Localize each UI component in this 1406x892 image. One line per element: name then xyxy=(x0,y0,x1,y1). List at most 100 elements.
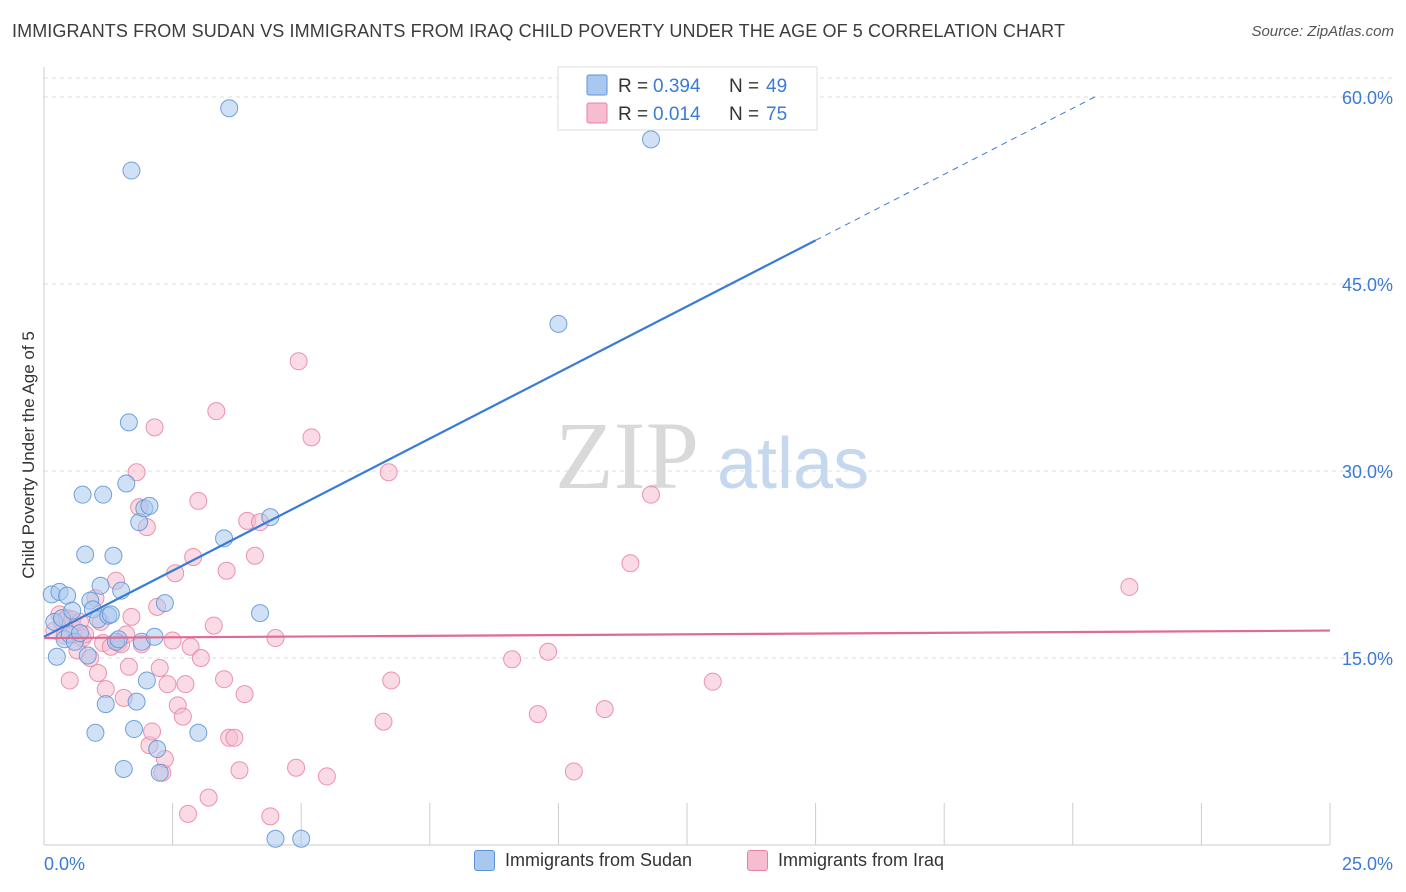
iraq-point[interactable] xyxy=(225,728,244,747)
iraq-point[interactable] xyxy=(189,491,208,510)
iraq-point[interactable] xyxy=(289,352,308,371)
iraq-point[interactable] xyxy=(703,672,722,691)
iraq-point[interactable] xyxy=(89,663,108,682)
sudan-point[interactable] xyxy=(140,496,159,515)
iraq-point[interactable] xyxy=(158,675,177,694)
iraq-point[interactable] xyxy=(230,761,249,780)
iraq-point[interactable] xyxy=(564,762,583,781)
sudan-point[interactable] xyxy=(94,485,113,504)
iraq-point[interactable] xyxy=(503,650,522,669)
legend-swatch-iraq xyxy=(586,102,608,124)
legend-item-iraq[interactable]: Immigrants from Iraq xyxy=(747,850,944,871)
iraq-point[interactable] xyxy=(528,705,547,724)
legend-item-sudan[interactable]: Immigrants from Sudan xyxy=(474,850,692,871)
sudan-point[interactable] xyxy=(641,130,660,149)
iraq-point[interactable] xyxy=(317,767,336,786)
iraq-point[interactable] xyxy=(163,631,182,650)
sudan-point[interactable] xyxy=(86,723,105,742)
sudan-point[interactable] xyxy=(71,624,90,643)
iraq-point[interactable] xyxy=(176,675,195,694)
sudan-point[interactable] xyxy=(125,720,144,739)
sudan-point[interactable] xyxy=(104,546,123,565)
axis-layer xyxy=(43,67,1331,846)
sudan-point[interactable] xyxy=(76,545,95,564)
sudan-point[interactable] xyxy=(127,692,146,711)
sudan-point[interactable] xyxy=(122,161,141,180)
sudan-point[interactable] xyxy=(78,646,97,665)
legend-iraq-r-label: R = xyxy=(618,104,648,125)
sudan-point[interactable] xyxy=(150,763,169,782)
iraq-point[interactable] xyxy=(217,561,236,580)
iraq-point[interactable] xyxy=(302,428,321,447)
sudan-point[interactable] xyxy=(549,314,568,333)
sudan-point[interactable] xyxy=(96,695,115,714)
iraq-point[interactable] xyxy=(199,788,218,807)
legend-swatch-sudan-bottom xyxy=(474,850,495,871)
sudan-point[interactable] xyxy=(220,99,239,118)
iraq-point[interactable] xyxy=(150,658,169,677)
y-axis-label: Child Poverty Under the Age of 5 xyxy=(19,331,38,579)
iraq-point[interactable] xyxy=(122,607,141,626)
sudan-point[interactable] xyxy=(109,630,128,649)
iraq-point[interactable] xyxy=(191,649,210,667)
iraq-point[interactable] xyxy=(379,463,398,482)
iraq-point[interactable] xyxy=(179,804,198,823)
y-tick-label: 30.0% xyxy=(1342,462,1393,482)
sudan-point[interactable] xyxy=(155,594,174,613)
sudan-point[interactable] xyxy=(114,759,133,778)
legend-swatch-iraq-bottom xyxy=(747,850,768,871)
trend-layer xyxy=(43,94,1331,640)
sudan-point[interactable] xyxy=(58,586,77,605)
iraq-point[interactable] xyxy=(621,554,640,573)
iraq-point[interactable] xyxy=(1120,577,1139,596)
legend-sudan-n-label: N = xyxy=(729,76,759,97)
iraq-point[interactable] xyxy=(539,642,558,661)
iraq-point[interactable] xyxy=(119,657,138,676)
iraq-point[interactable] xyxy=(261,807,280,826)
y-tick-label: 60.0% xyxy=(1342,88,1393,108)
iraq-point[interactable] xyxy=(235,685,254,704)
legend-label-sudan: Immigrants from Sudan xyxy=(505,850,693,870)
legend-swatch-sudan xyxy=(586,74,608,96)
sudan-point[interactable] xyxy=(148,740,167,759)
iraq-point[interactable] xyxy=(287,758,306,777)
legend-sudan-r-value: 0.394 xyxy=(653,76,701,97)
iraq-point[interactable] xyxy=(173,707,192,726)
iraq-point[interactable] xyxy=(207,402,226,421)
watermark-atlas: atlas xyxy=(717,424,869,504)
iraq-point[interactable] xyxy=(204,616,223,635)
sudan-point[interactable] xyxy=(189,723,208,742)
sudan-point[interactable] xyxy=(73,485,92,504)
iraq-point[interactable] xyxy=(374,712,393,731)
iraq-point[interactable] xyxy=(143,722,162,741)
sudan-point[interactable] xyxy=(47,647,66,666)
sudan-point[interactable] xyxy=(137,671,156,690)
sudan-point[interactable] xyxy=(91,576,110,595)
grid-layer: 15.0% 30.0% 45.0% 60.0% xyxy=(44,77,1393,669)
iraq-point[interactable] xyxy=(641,485,660,504)
sudan-point[interactable] xyxy=(119,413,138,432)
legend-iraq-n-value: 75 xyxy=(766,104,787,125)
sudan-point[interactable] xyxy=(251,604,270,623)
sudan-point[interactable] xyxy=(117,474,136,493)
iraq-point[interactable] xyxy=(245,546,264,565)
iraq-point[interactable] xyxy=(215,670,234,689)
iraq-point[interactable] xyxy=(595,700,614,719)
iraq-point[interactable] xyxy=(266,629,285,648)
iraq-point[interactable] xyxy=(127,463,146,482)
trendline-iraq xyxy=(43,629,1331,640)
iraq-point[interactable] xyxy=(96,680,115,699)
sudan-point[interactable] xyxy=(101,605,120,624)
x-tick-label-max: 25.0% xyxy=(1342,854,1393,874)
series-legend: Immigrants from Sudan Immigrants from Ir… xyxy=(0,850,1406,878)
trendline-sudan xyxy=(43,239,817,638)
iraq-point[interactable] xyxy=(382,671,401,690)
sudan-point[interactable] xyxy=(292,829,311,848)
iraq-point[interactable] xyxy=(60,671,79,690)
sudan-point[interactable] xyxy=(63,601,82,620)
iraq-point[interactable] xyxy=(145,418,164,437)
sudan-point[interactable] xyxy=(266,829,285,848)
chart-title: IMMIGRANTS FROM SUDAN VS IMMIGRANTS FROM… xyxy=(12,21,1066,41)
trendline-sudan-extension xyxy=(815,94,1099,241)
